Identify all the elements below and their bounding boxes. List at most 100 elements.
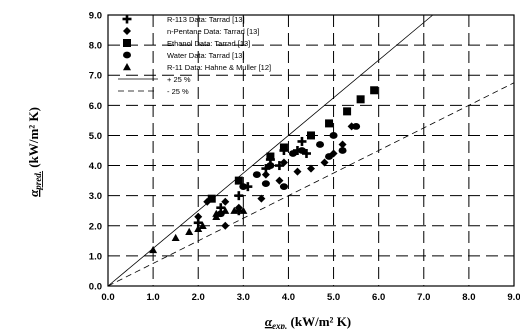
triangle-marker <box>198 221 207 229</box>
legend-label: + 25 % <box>167 75 191 84</box>
square-marker <box>307 131 315 140</box>
x-axis-title: αexp. (kW/m² K) <box>265 314 351 329</box>
tick-labels: 0.0 1.0 2.0 3.0 4.0 5.0 6.0 7.0 8.0 9.0 0.0 1.0 2.0 3… <box>89 11 520 304</box>
plus-marker-v <box>278 161 281 171</box>
x-tick-label: 9.0 <box>507 292 520 303</box>
plus-marker-v <box>219 203 223 213</box>
y-tick-label: 4.0 <box>89 161 102 172</box>
triangle-marker <box>239 206 248 214</box>
plus-marker <box>234 191 244 201</box>
y-tick-label: 5.0 <box>89 131 102 142</box>
triangle-marker <box>185 227 194 235</box>
square-marker <box>234 176 243 185</box>
y-axis-subscript: pred. <box>33 171 43 191</box>
legend-label: Water Data: Tarrad [13] <box>167 51 245 60</box>
diamond-marker <box>221 197 230 206</box>
plus-marker-v <box>305 149 308 159</box>
diamond-marker <box>194 212 203 221</box>
diamond-marker <box>338 140 347 149</box>
circle-marker <box>261 180 270 188</box>
legend-item: R-11 Data: Hahne & Muller [12] <box>123 63 271 72</box>
y-tick-label: 1.0 <box>89 251 102 262</box>
x-tick-label: 3.0 <box>237 292 250 303</box>
diamond-marker <box>320 158 329 167</box>
x-axis-subscript: exp. <box>272 321 287 329</box>
x-tick-label: 7.0 <box>417 292 430 303</box>
square-marker <box>279 143 288 152</box>
reference-lines <box>107 14 515 287</box>
square-marker <box>325 119 334 128</box>
circle-marker <box>316 141 325 148</box>
plus-marker <box>274 161 284 171</box>
plus-25-line <box>107 14 434 287</box>
plus-marker <box>301 149 311 159</box>
x-axis-unit: (kW/m² K) <box>291 314 352 329</box>
legend-item: R-113 Data: Tarrad [13] <box>122 14 245 24</box>
triangle-marker <box>123 63 131 71</box>
diamond-marker <box>221 221 230 230</box>
circle-marker <box>329 132 338 139</box>
triangle-marker <box>230 206 239 214</box>
y-tick-label: 8.0 <box>89 41 102 52</box>
series-square <box>207 86 379 203</box>
x-tick-label: 0.0 <box>101 292 114 303</box>
triangle-marker <box>194 224 203 232</box>
triangle-marker <box>221 206 230 214</box>
square-marker <box>343 107 352 116</box>
plus-marker <box>243 182 253 192</box>
plus-marker <box>261 164 271 174</box>
legend-item: - 25 % <box>118 87 189 96</box>
triangle-marker <box>212 209 221 217</box>
circle-marker <box>123 51 131 59</box>
plus-marker <box>292 146 302 155</box>
plus-marker-v <box>237 191 241 201</box>
plus-marker-v <box>296 146 299 155</box>
y-tick-label: 7.0 <box>89 71 102 82</box>
legend-item: n-Pentane Data: Tarrad [13] <box>123 27 259 36</box>
diamond-marker <box>123 27 131 35</box>
square-marker <box>370 86 379 95</box>
circle-marker <box>288 150 297 157</box>
diamond-marker <box>257 194 266 203</box>
plus-marker-v <box>196 218 200 228</box>
diamond-marker <box>279 158 288 167</box>
circle-marker <box>297 147 306 154</box>
circle-marker <box>352 123 361 130</box>
y-tick-label: 9.0 <box>89 11 102 22</box>
square-marker <box>356 95 365 104</box>
x-tick-label: 1.0 <box>147 292 160 303</box>
circle-marker <box>266 162 275 169</box>
diamond-marker <box>307 164 315 173</box>
diamond-marker <box>293 167 302 176</box>
legend-item: Water Data: Tarrad [13] <box>123 51 245 60</box>
triangle-marker <box>171 233 180 242</box>
legend-label: R-113 Data: Tarrad [13] <box>167 15 245 24</box>
plus-marker <box>216 203 226 213</box>
legend-label: R-11 Data: Hahne & Muller [12] <box>167 63 271 72</box>
circle-marker <box>239 183 248 191</box>
circle-marker <box>252 171 261 178</box>
y-tick-label: 0.0 <box>89 282 102 293</box>
x-tick-label: 5.0 <box>327 292 340 303</box>
square-marker <box>266 152 275 161</box>
plus-marker <box>122 14 132 24</box>
plus-marker-v <box>125 14 129 24</box>
circle-marker <box>325 153 334 160</box>
y-tick-label: 6.0 <box>89 101 102 112</box>
plus-marker <box>193 218 203 228</box>
diamond-marker <box>234 203 243 212</box>
square-marker <box>207 194 216 203</box>
x-axis-symbol: α <box>265 314 273 329</box>
plot-frame <box>107 14 515 287</box>
legend-label: n-Pentane Data: Tarrad [13] <box>167 27 259 36</box>
square-marker <box>123 39 131 47</box>
legend-item: + 25 % <box>118 75 191 84</box>
legend-item: Ethanol Data: Tarrad [13] <box>123 39 250 48</box>
legend: R-113 Data: Tarrad [13] n-Pentane Data: T… <box>118 14 271 96</box>
x-tick-label: 2.0 <box>192 292 205 303</box>
plus-marker-v <box>300 136 304 146</box>
y-tick-label: 3.0 <box>89 191 102 202</box>
series-triangle <box>149 206 248 254</box>
